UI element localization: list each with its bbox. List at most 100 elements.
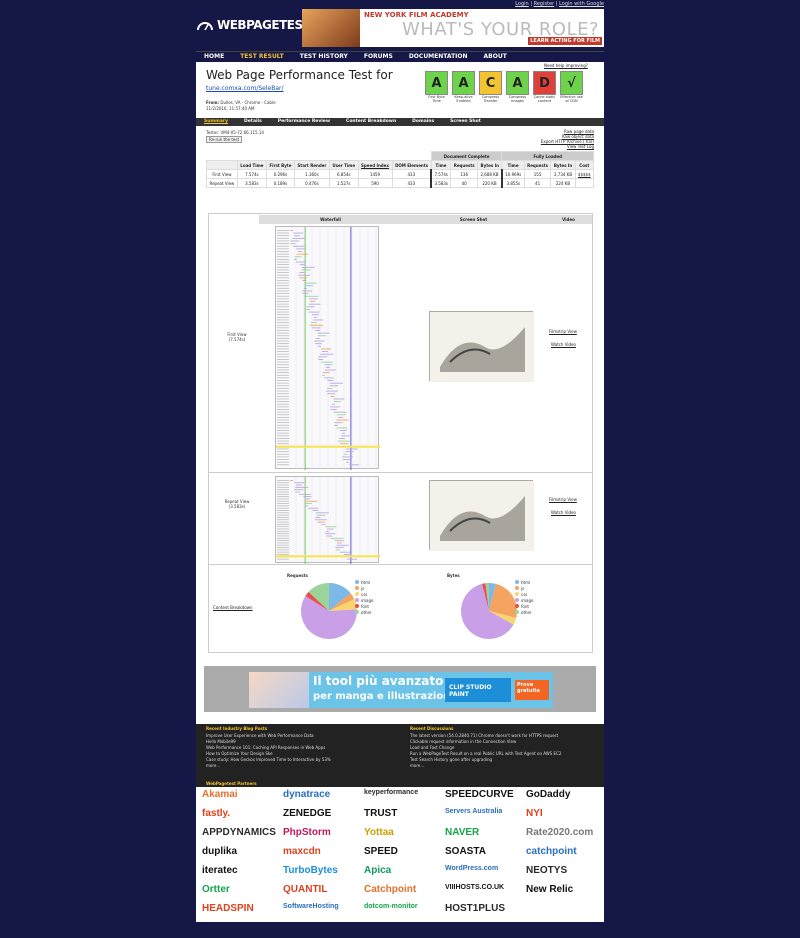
footer-link[interactable]: Run a WebPageTest Result on a real Publi… bbox=[410, 751, 562, 756]
partner-logo[interactable]: fastly. bbox=[202, 808, 231, 819]
bottom-ad-banner[interactable]: Il tool più avanzato per manga e illustr… bbox=[249, 672, 553, 708]
cell: 590 bbox=[357, 178, 393, 188]
nav-documentation[interactable]: DOCUMENTATION bbox=[408, 53, 468, 60]
footer-link[interactable]: Case study: How Geckos Improved Time to … bbox=[206, 757, 331, 762]
waterfall-first-view[interactable] bbox=[275, 226, 380, 470]
partner-logo[interactable]: duplika bbox=[202, 846, 238, 857]
partner-logo[interactable]: Rate2020.com bbox=[526, 827, 594, 838]
partner-logo[interactable]: Yottaa bbox=[364, 827, 394, 838]
partner-logo[interactable]: PhpStorm bbox=[283, 827, 331, 838]
footer-link[interactable]: The latest version (54.0.2840.71) Chrome… bbox=[410, 733, 559, 738]
nav-test-result[interactable]: TEST RESULT bbox=[240, 53, 284, 60]
partner-logo[interactable]: NAVER bbox=[445, 827, 480, 838]
view-test-log-link[interactable]: View Test Log bbox=[566, 144, 594, 149]
partner-logo[interactable]: New Relic bbox=[526, 884, 574, 895]
partner-logo[interactable]: SoftwareHosting bbox=[283, 903, 339, 910]
footer-link[interactable]: more... bbox=[206, 763, 221, 768]
partner-logo[interactable]: ZENEDGE bbox=[283, 808, 332, 819]
bytes-pie bbox=[461, 583, 517, 639]
footer-link[interactable]: more... bbox=[410, 763, 425, 768]
footer-link[interactable]: Clickable request information in the Con… bbox=[410, 739, 517, 744]
footer-link[interactable]: Web Performance 101: Caching API Respons… bbox=[206, 745, 326, 750]
cell[interactable]: $$$$$ bbox=[574, 169, 595, 179]
footer-link[interactable]: Load and Fast Change bbox=[410, 745, 455, 750]
col-header[interactable]: Speed Index bbox=[357, 160, 393, 170]
tab-details[interactable]: Details bbox=[244, 119, 262, 124]
screenshot-repeat-view[interactable] bbox=[429, 480, 534, 551]
col-header: Bytes In bbox=[477, 160, 503, 170]
nav-forums[interactable]: FORUMS bbox=[363, 53, 393, 60]
tab-content-breakdown[interactable]: Content Breakdown bbox=[346, 119, 397, 124]
partner-logo[interactable]: HEADSPIN bbox=[202, 903, 254, 914]
footer-link[interactable]: Hello Mobile99 bbox=[206, 739, 236, 744]
footer-link[interactable]: How to Optimize Your Design Ske bbox=[206, 751, 273, 756]
tab-summary[interactable]: Summary bbox=[204, 119, 229, 124]
partner-logo[interactable]: Catchpoint bbox=[364, 884, 417, 895]
waterfall-repeat-view[interactable] bbox=[275, 476, 380, 564]
raw-page-data-link[interactable]: Raw page data bbox=[564, 129, 594, 134]
grade-3[interactable]: A Compress Images bbox=[506, 71, 529, 103]
partner-logo[interactable]: iteratec bbox=[202, 865, 238, 876]
content-breakdown-link[interactable]: Content Breakdown bbox=[213, 605, 253, 610]
nav-test-history[interactable]: TEST HISTORY bbox=[299, 53, 348, 60]
grade-5[interactable]: √ Effective use of CDN bbox=[560, 71, 583, 103]
partner-logo[interactable]: SPEEDCURVE bbox=[445, 789, 514, 800]
cell: 224 KB bbox=[550, 178, 576, 188]
pie-slice-other bbox=[485, 583, 489, 611]
watch-video-link-first[interactable]: Watch Video bbox=[551, 342, 576, 347]
partner-logo[interactable]: dynatrace bbox=[283, 789, 331, 800]
register-link[interactable]: Register bbox=[533, 1, 555, 7]
partner-logo[interactable]: TRUST bbox=[364, 808, 398, 819]
partner-logo[interactable]: maxcdn bbox=[283, 846, 321, 857]
need-help-link[interactable]: Need help improving? bbox=[544, 63, 588, 68]
top-ad-banner[interactable]: NEW YORK FILM ACADEMY WHAT'S YOUR ROLE? … bbox=[302, 9, 604, 47]
partner-logo[interactable]: Apica bbox=[364, 865, 392, 876]
watch-video-link-repeat[interactable]: Watch Video bbox=[551, 510, 576, 515]
partner-logo[interactable]: SPEED bbox=[364, 846, 398, 857]
partner-logo[interactable]: keyperformance bbox=[364, 789, 419, 796]
grade-1[interactable]: A Keep-alive Enabled bbox=[452, 71, 475, 103]
tab-performance-review[interactable]: Performance Review bbox=[277, 119, 331, 124]
test-url[interactable]: tune.comxa.com/SeleBar/ bbox=[206, 85, 284, 92]
site-logo[interactable]: WEBPAGETEST bbox=[196, 18, 311, 32]
partner-logo[interactable]: QUANTIL bbox=[283, 884, 328, 895]
partner-logo[interactable]: Servers Australia bbox=[445, 808, 503, 815]
partner-logo[interactable]: Akamai bbox=[202, 789, 238, 800]
tab-domains[interactable]: Domains bbox=[412, 119, 435, 124]
filmstrip-link-repeat[interactable]: Filmstrip View bbox=[549, 497, 577, 502]
grade-2[interactable]: C Compress Transfer bbox=[479, 71, 502, 103]
ad-cta[interactable]: LEARN ACTING FOR FILM bbox=[528, 37, 602, 45]
partner-logo[interactable]: TurboBytes bbox=[283, 865, 338, 876]
header-screenshot: Screen Shot bbox=[402, 215, 545, 224]
partner-logo[interactable]: VIIIHOSTS.CO.UK bbox=[445, 884, 505, 891]
legend-js: js bbox=[515, 586, 533, 592]
google-login-link[interactable]: Login with Google bbox=[559, 1, 604, 7]
blog-posts-heading: Recent Industry Blog Posts bbox=[206, 726, 268, 731]
footer-link[interactable]: Improve User Experience with Web Perform… bbox=[206, 733, 314, 738]
footer-link[interactable]: Test Search History gone after upgrading bbox=[410, 757, 493, 762]
filmstrip-link-first[interactable]: Filmstrip View bbox=[549, 329, 577, 334]
partner-logo[interactable]: HOST1PLUS bbox=[445, 903, 506, 914]
export-har-link[interactable]: Export HTTP Archive (.har) bbox=[540, 139, 594, 144]
login-link[interactable]: Login bbox=[515, 1, 529, 7]
partner-logo[interactable]: NEOTYS bbox=[526, 865, 568, 876]
grade-4[interactable]: D Cache static content bbox=[533, 71, 556, 103]
nav-about[interactable]: ABOUT bbox=[483, 53, 507, 60]
partner-logo[interactable]: Ortter bbox=[202, 884, 230, 895]
ad2-cta[interactable]: Prova gratuita bbox=[515, 680, 549, 700]
test-location: Dulles, VA - Chrome - Cable bbox=[220, 100, 276, 105]
tab-screen-shot[interactable]: Screen Shot bbox=[450, 119, 481, 124]
nav-home[interactable]: HOME bbox=[204, 53, 225, 60]
partner-logo[interactable]: NYI bbox=[526, 808, 543, 819]
partner-logo[interactable]: catchpoint bbox=[526, 846, 577, 857]
pie-slice-html bbox=[329, 583, 351, 611]
screenshot-first-view[interactable] bbox=[429, 311, 534, 382]
grade-0[interactable]: A First Byte Time bbox=[425, 71, 448, 103]
partner-logo[interactable]: dotcom-monitor bbox=[364, 903, 418, 910]
partner-logo[interactable]: SOASTA bbox=[445, 846, 486, 857]
partner-logo[interactable]: APPDYNAMICS bbox=[202, 827, 276, 838]
partner-logo[interactable]: GoDaddy bbox=[526, 789, 571, 800]
rerun-button[interactable]: Re-run the test bbox=[206, 136, 243, 143]
partner-logo[interactable]: WordPress.com bbox=[445, 865, 499, 872]
raw-object-data-link[interactable]: Raw object data bbox=[561, 134, 594, 139]
